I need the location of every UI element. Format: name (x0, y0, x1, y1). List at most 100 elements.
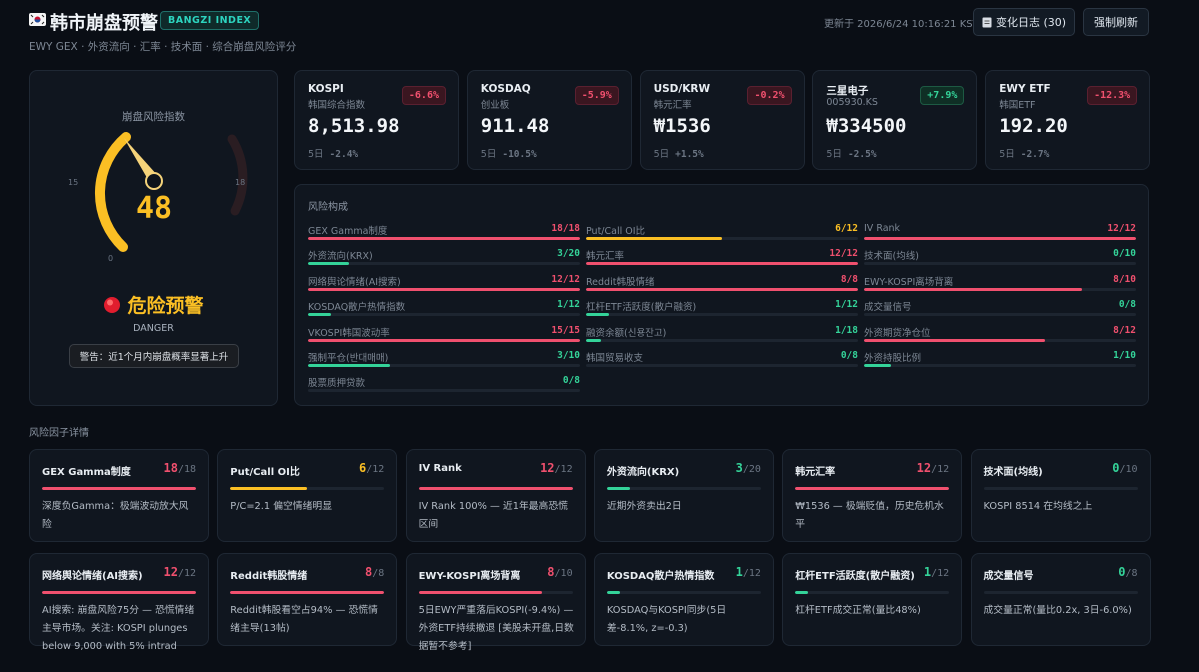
risk-bar (586, 338, 602, 342)
market-value: ₩334500 (826, 115, 907, 137)
risk-name: 网络舆论情绪(AI搜索) (308, 276, 401, 288)
market-value: 192.20 (999, 115, 1068, 137)
factor-desc: Reddit韩股看空占94% — 恐慌情绪主导(13帖) (230, 605, 378, 634)
factor-card: IV Rank 12/12 IV Rank 100% — 近1年最高恐慌区间 (405, 449, 586, 542)
risk-name: 成交量信号 (864, 302, 912, 314)
refresh-button[interactable]: 强制刷新 (1083, 8, 1149, 36)
market-card: EWY ETF 韩国ETF -12.3% 192.20 5日 -2.7% (985, 70, 1151, 170)
risk-item: 韩元汇率 12/12 (586, 248, 858, 268)
factor-desc: 近期外资卖出2日 (606, 501, 682, 512)
factor-card: GEX Gamma制度 18/18 深度负Gamma：极端波动放大风险 (29, 449, 209, 542)
factor-max: /12 (742, 568, 761, 579)
factor-score: 8 (365, 565, 373, 579)
risk-item: 股票质押贷款 0/8 (308, 375, 580, 395)
market-card: KOSPI 韩国综合指数 -6.6% 8,513.98 5日 -2.4% (294, 70, 459, 170)
flag-icon (29, 13, 46, 26)
period-label: 5日 (826, 149, 842, 160)
risk-track (308, 262, 580, 266)
factor-score-row: 12/12 (917, 461, 950, 475)
factor-score: 12 (540, 461, 555, 475)
factor-name: Reddit韩股情绪 (230, 571, 308, 582)
factor-max: /8 (1125, 568, 1138, 579)
market-name: KOSDAQ (480, 83, 531, 95)
risk-name: 强制平仓(반대매매) (308, 353, 389, 364)
factor-track (42, 487, 196, 490)
gauge-fill (94, 132, 131, 252)
factor-name: 成交量信号 (983, 571, 1034, 582)
risk-name: 杠杆ETF活跃度(散户融资) (586, 302, 697, 314)
risk-name: 融资余额(신용잔고) (586, 327, 667, 339)
factor-bar (606, 591, 620, 594)
factor-track (230, 591, 385, 594)
factor-max: /12 (931, 568, 950, 579)
factor-max: /12 (931, 464, 950, 475)
factor-track (418, 487, 573, 490)
risk-track (864, 237, 1136, 240)
risk-item: 网络舆论情绪(AI搜索) 12/12 (308, 274, 580, 294)
risk-score: 15/15 (551, 324, 580, 336)
risk-item: 融资余额(신용잔고) 1/18 (586, 325, 858, 345)
period-label: 5日 (999, 149, 1015, 160)
period-row: 5日 -2.5% (826, 146, 876, 160)
risk-bar (308, 262, 349, 266)
risk-name: 韩元汇率 (586, 251, 625, 263)
period-label: 5日 (308, 149, 324, 160)
factor-track (983, 487, 1138, 490)
risk-score: 12/12 (829, 248, 858, 260)
updated-time: 更新于 2026/6/24 10:16:21 KST (824, 19, 979, 30)
factor-card: EWY-KOSPI离场背离 8/10 5日EWY严重落后KOSPI(-9.4%) —… (405, 553, 586, 652)
risk-score: 18/18 (551, 223, 580, 234)
factor-max: /12 (177, 568, 196, 579)
risk-score: 8/8 (840, 273, 858, 285)
risk-bar (864, 287, 1082, 291)
risk-item: KOSDAQ散户热情指数 1/12 (308, 299, 580, 319)
risk-track (586, 364, 858, 367)
risk-item: 外资持股比例 1/10 (864, 350, 1136, 370)
period-change: -10.5% (502, 149, 537, 160)
risk-name: KOSDAQ散户热情指数 (308, 302, 406, 314)
risk-track (864, 262, 1136, 266)
factor-card: 外资流向(KRX) 3/20 近期外资卖出2日 (593, 449, 774, 542)
risk-score: 1/12 (557, 299, 580, 311)
factor-card: KOSDAQ散户热情指数 1/12 KOSDAQ与KOSPI同步(5日差-8.1%,… (593, 553, 774, 646)
factor-desc: AI搜索: 崩盘风险75分 — 恐慌情绪主导市场。关注: KOSPI plung… (42, 605, 195, 652)
changelog-button[interactable]: 变化日志 (30) (973, 8, 1075, 36)
title-badge: BANGZI INDEX (160, 11, 260, 30)
market-sub: 韩元汇率 (653, 100, 692, 111)
factor-bar (230, 487, 308, 490)
factor-max: /20 (742, 464, 761, 475)
period-row: 5日 -2.4% (308, 146, 358, 160)
risk-item: 杠杆ETF活跃度(散户融资) 1/12 (586, 299, 858, 319)
risk-track (308, 313, 580, 317)
gauge: 15 18 0 48 (68, 132, 248, 263)
factor-desc: P/C=2.1 偏空情绪明显 (230, 501, 333, 512)
page-title: 韩市崩盘预警 (50, 13, 158, 34)
factor-bar (418, 591, 542, 594)
market-card: USD/KRW 韩元汇率 -0.2% ₩1536 5日 +1.5% (639, 70, 805, 170)
factor-bar (42, 591, 196, 594)
factor-name: 网络舆论情绪(AI搜索) (42, 571, 143, 582)
risk-track (586, 313, 858, 317)
change-badge: -12.3% (1087, 86, 1138, 105)
risk-item: 外资期货净仓位 8/12 (864, 325, 1136, 345)
factor-score: 8 (547, 565, 555, 579)
risk-item: 韩国贸易收支 0/8 (586, 350, 858, 370)
risk-score: 8/12 (1113, 324, 1136, 336)
risk-score: 12/12 (1107, 223, 1136, 234)
factor-score: 6 (359, 461, 367, 475)
risk-score: 0/8 (562, 375, 580, 387)
risk-name: GEX Gamma制度 (308, 226, 388, 237)
factor-desc: 深度负Gamma：极端波动放大风险 (42, 501, 189, 530)
market-sub: 005930.KS (826, 97, 878, 108)
warning-box: 警告：近1个月内崩盘概率显著上升 (69, 344, 239, 368)
risk-track (864, 338, 1136, 342)
market-value: ₩1536 (653, 115, 711, 137)
risk-item: 成交量信号 0/8 (864, 299, 1136, 319)
change-badge: -6.6% (401, 86, 446, 105)
change-badge: +7.9% (920, 86, 965, 105)
factor-desc: KOSDAQ与KOSPI同步(5日差-8.1%, z=-0.3) (606, 605, 727, 634)
market-name: KOSPI (308, 83, 344, 95)
risk-score: 1/12 (835, 299, 858, 311)
status-text: 危险预警 (127, 295, 204, 317)
period-change: -2.5% (847, 149, 877, 160)
